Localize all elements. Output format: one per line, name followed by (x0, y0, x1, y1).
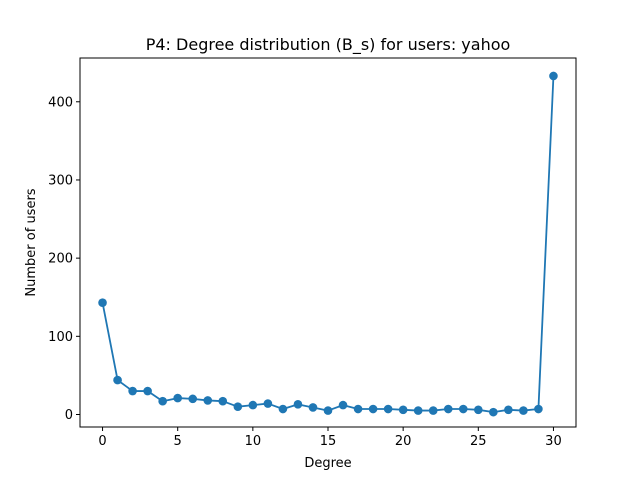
data-point (549, 71, 558, 81)
data-point (248, 400, 258, 410)
data-point (413, 406, 423, 415)
y-tick-label: 200 (48, 252, 73, 267)
y-axis-label: Number of users (24, 188, 39, 296)
y-tick-label: 100 (48, 330, 73, 345)
x-tick-label: 10 (245, 434, 262, 449)
data-point (128, 386, 137, 396)
data-point (353, 404, 363, 414)
data-point (338, 400, 348, 410)
data-point (263, 399, 273, 408)
y-tick-label: 0 (65, 408, 73, 423)
data-point (308, 403, 318, 412)
data-point (428, 406, 438, 415)
data-point (519, 406, 528, 415)
data-point (368, 404, 378, 414)
x-tick-label: 25 (470, 434, 487, 449)
data-point (504, 405, 513, 415)
data-point (98, 298, 107, 307)
series-line (101, 75, 555, 414)
data-point (323, 406, 333, 415)
data-point (158, 396, 167, 406)
data-point (534, 404, 543, 414)
chart-title: P4: Degree distribution (B_s) for users:… (146, 35, 511, 55)
data-point (113, 375, 122, 385)
x-tick-label: 5 (174, 434, 182, 449)
data-point (398, 405, 408, 415)
plot-area (79, 57, 577, 428)
x-tick-label: 15 (320, 434, 337, 449)
x-axis: 0 5 10 15 20 25 30 (98, 427, 562, 449)
x-axis-label: Degree (304, 456, 351, 471)
series-layer (98, 71, 558, 417)
y-tick-label: 300 (48, 173, 73, 188)
data-point (143, 386, 152, 396)
data-point (458, 404, 468, 414)
x-tick-label: 20 (395, 434, 412, 449)
data-point (218, 396, 228, 406)
data-point (443, 404, 453, 414)
y-tick-label: 400 (48, 95, 73, 110)
x-tick-label: 0 (98, 434, 106, 449)
data-point (474, 405, 483, 415)
data-point (203, 396, 213, 405)
data-point (489, 407, 498, 417)
data-point (383, 404, 393, 414)
data-point (233, 402, 243, 411)
data-point (293, 400, 303, 409)
plot-frame (79, 57, 577, 428)
x-tick-label: 30 (545, 434, 562, 449)
data-point (173, 393, 182, 403)
data-point (188, 394, 198, 404)
data-point (278, 404, 288, 414)
y-axis: 0 100 200 300 400 (48, 95, 80, 423)
